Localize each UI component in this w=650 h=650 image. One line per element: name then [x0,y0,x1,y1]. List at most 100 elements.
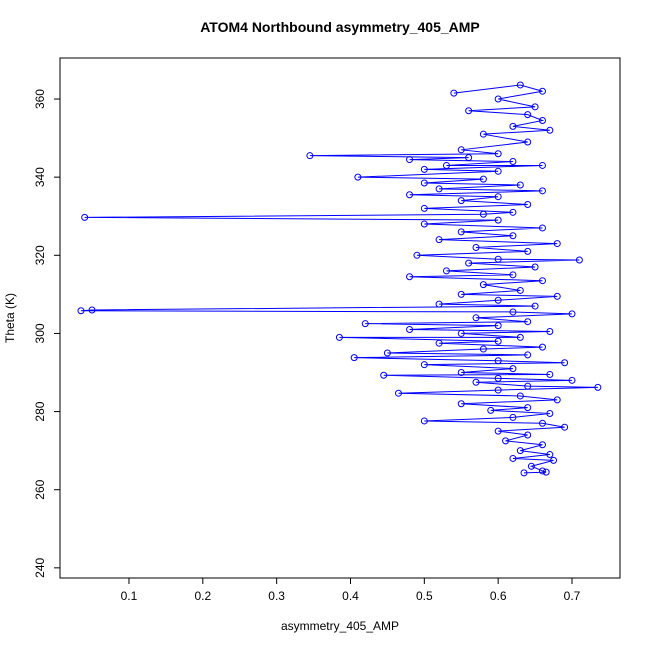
data-point [383,349,391,357]
data-point [538,161,546,169]
data-point [538,441,546,449]
data-point [406,326,414,334]
data-point [479,175,487,183]
data-point [479,210,487,218]
data-point [494,193,502,201]
data-point [354,173,362,181]
data-point [538,343,546,351]
data-point [538,224,546,232]
data-point [502,437,510,445]
data-point [420,220,428,228]
data-point [472,378,480,386]
data-point [435,339,443,347]
data-point [479,130,487,138]
y-tick-label: 360 [33,89,47,109]
data-point [406,191,414,199]
data-point [546,327,554,335]
data-point [406,273,414,281]
data-point [546,126,554,134]
y-tick-label: 340 [33,167,47,187]
data-point [494,386,502,394]
data-point [494,296,502,304]
data-point [457,369,465,377]
data-point [524,138,532,146]
data-point [361,320,369,328]
data-point [520,469,528,477]
data-point [457,400,465,408]
data-point [77,307,85,315]
data-point [553,396,561,404]
data-point [546,370,554,378]
data-point [420,179,428,187]
data-point [550,456,558,464]
data-point [524,351,532,359]
data-point [568,310,576,318]
data-point [546,410,554,418]
data-point [457,197,465,205]
data-point [531,263,539,271]
data-point [538,117,546,125]
data-point [524,201,532,209]
data-point [524,111,532,119]
x-tick-label: 0.6 [490,589,507,603]
data-point [420,417,428,425]
data-point [542,468,550,476]
x-tick-label: 0.7 [564,589,581,603]
data-point [568,376,576,384]
data-point [509,122,517,130]
x-axis-label: asymmetry_405_AMP [281,619,399,633]
data-point [435,185,443,193]
data-point [509,413,517,421]
data-point [553,292,561,300]
data-point [413,251,421,259]
y-tick-label: 280 [33,401,47,421]
data-point [435,300,443,308]
data-point [435,236,443,244]
y-tick-label: 240 [33,558,47,578]
data-point [450,89,458,97]
data-point [394,389,402,397]
data-point [472,314,480,322]
y-tick-label: 260 [33,479,47,499]
data-point [306,152,314,160]
data-point [494,167,502,175]
data-point [494,427,502,435]
data-point [88,306,96,314]
data-point [524,247,532,255]
data-point [457,290,465,298]
data-point [487,406,495,414]
data-point [527,462,535,470]
data-point [81,213,89,221]
data-point [538,277,546,285]
data-point [494,255,502,263]
y-axis-label: Theta (K) [3,293,17,343]
data-point [553,240,561,248]
x-tick-label: 0.1 [121,589,138,603]
chart-title: ATOM4 Northbound asymmetry_405_AMP [200,19,480,35]
data-point [335,333,343,341]
data-point [380,371,388,379]
data-point [594,383,602,391]
data-point [420,204,428,212]
data-point [494,216,502,224]
data-point [494,150,502,158]
data-point [561,359,569,367]
data-point [494,337,502,345]
data-point [479,345,487,353]
y-tick-label: 320 [33,245,47,265]
data-point [457,228,465,236]
x-tick-label: 0.3 [268,589,285,603]
data-point [494,374,502,382]
data-point [457,146,465,154]
data-point [538,419,546,427]
data-point [516,181,524,189]
data-point [472,243,480,251]
data-point [442,161,450,169]
data-point [457,329,465,337]
data-point [465,154,473,162]
y-tick-label: 300 [33,323,47,343]
data-point [538,87,546,95]
data-point [479,281,487,289]
